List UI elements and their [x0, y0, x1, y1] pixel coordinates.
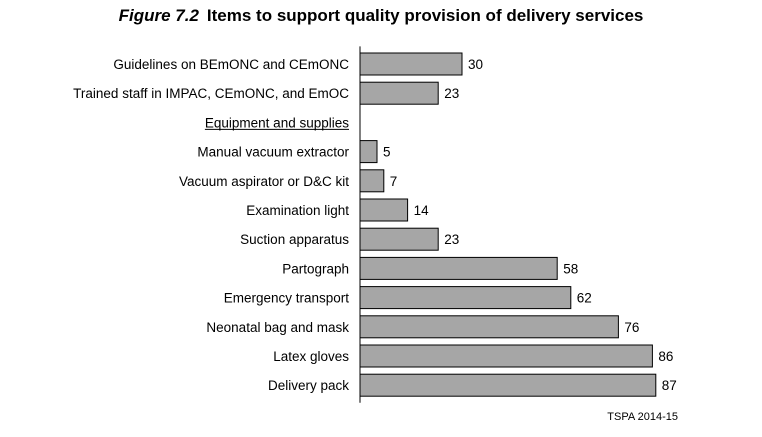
data-label: 58	[563, 261, 578, 276]
bar	[359, 140, 378, 164]
category-label: Partograph	[282, 261, 349, 276]
bar	[359, 286, 572, 310]
data-label: 87	[662, 378, 677, 393]
category-label: Suction apparatus	[240, 232, 349, 247]
bar	[359, 227, 439, 251]
data-label: 62	[577, 291, 592, 306]
data-label: 76	[624, 320, 639, 335]
bar	[359, 198, 409, 222]
category-label: Latex gloves	[273, 349, 349, 364]
bar	[359, 169, 385, 193]
category-label: Neonatal bag and mask	[206, 320, 349, 335]
bar	[359, 81, 439, 105]
category-label: Examination light	[246, 203, 349, 218]
bar	[359, 344, 653, 368]
data-label: 30	[468, 57, 483, 72]
data-label: 5	[383, 145, 391, 160]
data-label: 7	[390, 174, 398, 189]
figure-title: Items to support quality provision of de…	[206, 6, 644, 25]
bar	[359, 52, 463, 76]
category-label: Manual vacuum extractor	[197, 145, 349, 160]
category-label: Delivery pack	[268, 378, 349, 393]
data-label: 86	[658, 349, 673, 364]
category-label: Emergency transport	[224, 291, 350, 306]
data-label: 23	[444, 86, 459, 101]
bar	[359, 256, 558, 280]
category-label: Trained staff in IMPAC, CEmONC, and EmOC	[73, 86, 349, 101]
data-label: 14	[414, 203, 430, 218]
chart-title: Figure 7.2 Items to support quality provi…	[0, 6, 762, 26]
source-note: TSPA 2014-15	[607, 411, 678, 423]
bar	[359, 315, 619, 339]
figure-label: Figure 7.2	[118, 6, 199, 25]
bar	[359, 373, 657, 397]
data-label: 23	[444, 232, 459, 247]
section-heading-label: Equipment and supplies	[205, 115, 349, 130]
category-label: Guidelines on BEmONC and CEmONC	[113, 57, 349, 72]
category-label: Vacuum aspirator or D&C kit	[179, 174, 349, 189]
